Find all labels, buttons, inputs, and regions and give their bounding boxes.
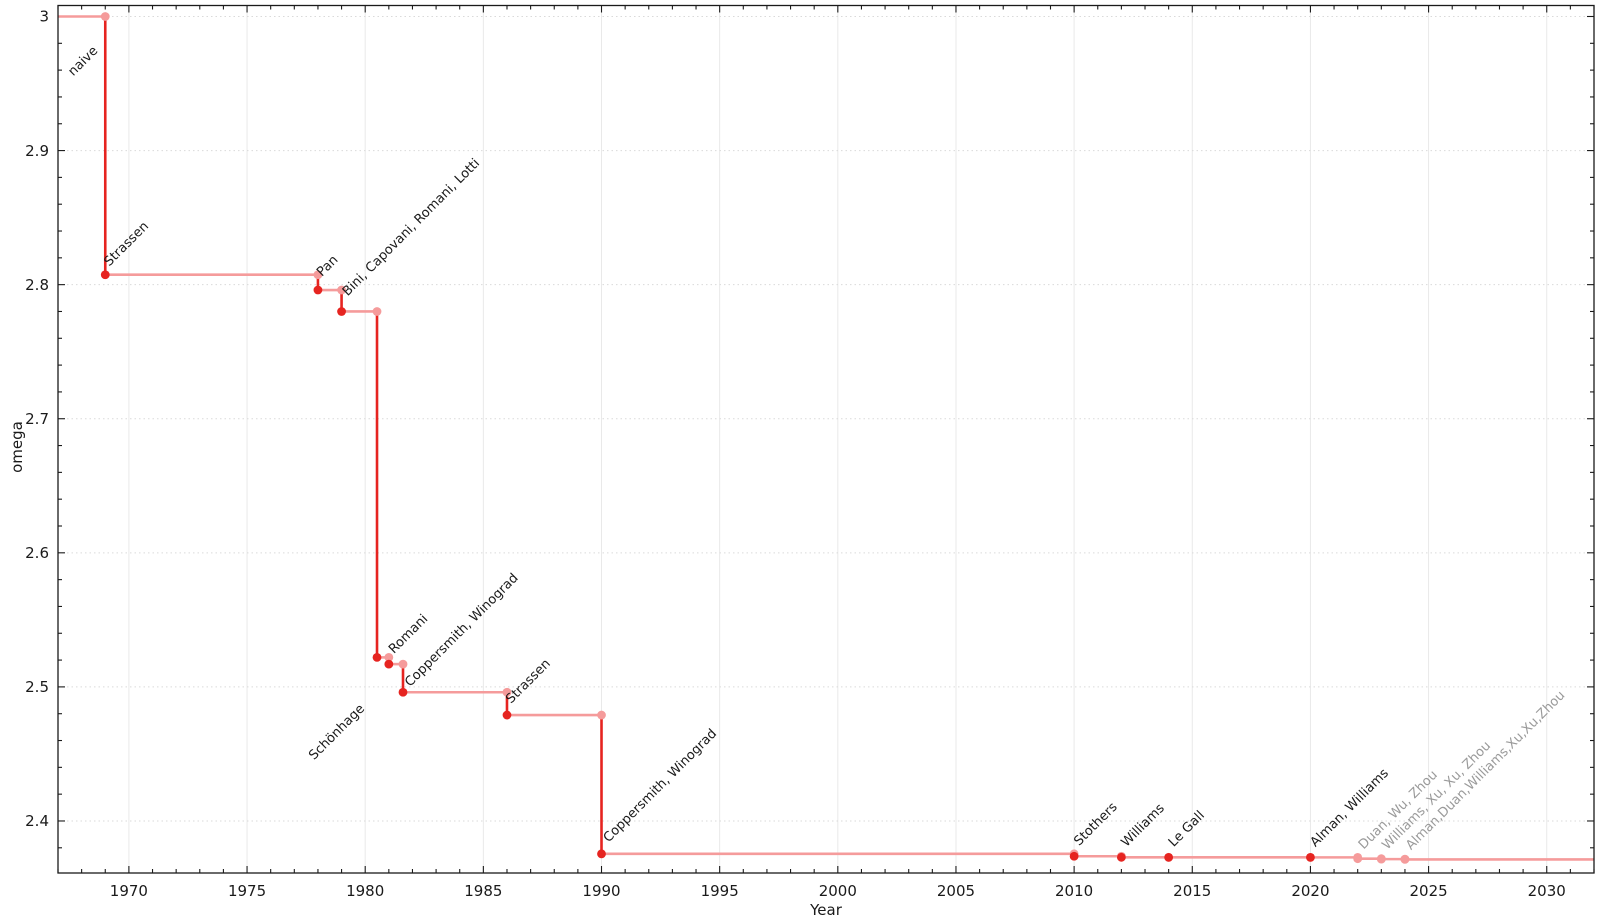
x-tick-label: 2030 xyxy=(1528,882,1566,900)
point-label-le-gall-2014: Le Gall xyxy=(1166,808,1208,850)
x-tick-label: 1995 xyxy=(701,882,739,900)
pre-drop-marker xyxy=(372,307,382,316)
x-tick-label: 2015 xyxy=(1173,882,1211,900)
data-point-alman-williams-2020 xyxy=(1306,852,1315,862)
y-tick-label: 2.9 xyxy=(25,142,49,160)
point-label-naive: naive xyxy=(65,44,101,80)
y-tick-label: 3 xyxy=(39,8,49,26)
data-point-bini-capovani-romani-lotti-1979 xyxy=(337,307,346,316)
x-tick-label: 1990 xyxy=(582,882,620,900)
pre-drop-marker xyxy=(100,12,110,21)
data-point-stothers-2010 xyxy=(1069,851,1079,861)
point-label-coppersmith-winograd-1990: Coppersmith, Winograd xyxy=(601,726,720,845)
x-tick-label: 2025 xyxy=(1409,882,1447,900)
data-point-alman-duan-williams-xu-xu-zhou-2024 xyxy=(1400,855,1410,864)
y-tick-label: 2.6 xyxy=(25,544,49,562)
y-tick-label: 2.4 xyxy=(25,812,49,830)
plot-border xyxy=(57,4,1595,874)
pre-drop-marker xyxy=(597,710,606,720)
data-point-pan-1978 xyxy=(313,285,323,295)
data-point-le-gall-2014 xyxy=(1164,852,1174,862)
data-point-williams-2012 xyxy=(1116,852,1126,862)
x-tick-label: 2000 xyxy=(819,882,857,900)
data-point-duan-wu-zhou-2022 xyxy=(1353,854,1363,864)
x-tick-label: 2010 xyxy=(1055,882,1093,900)
y-tick-label: 2.8 xyxy=(25,276,49,294)
x-tick-label: 1980 xyxy=(346,882,384,900)
data-point-strassen-1986 xyxy=(502,710,512,720)
pre-drop-marker xyxy=(398,659,408,669)
x-tick-label: 1985 xyxy=(464,882,502,900)
y-tick-label: 2.7 xyxy=(25,410,49,428)
x-tick-label: 2020 xyxy=(1291,882,1329,900)
pre-drop-marker xyxy=(313,270,323,280)
data-point-romani-1981 xyxy=(384,659,394,669)
point-label-romani-1981: Romani xyxy=(386,612,431,657)
x-tick-label: 2005 xyxy=(937,882,975,900)
data-point-coppersmith-winograd-1981-6 xyxy=(398,687,408,697)
point-label-williams-2012: Williams xyxy=(1119,801,1168,850)
data-point-strassen-1969 xyxy=(100,270,110,280)
point-label-strassen-1986: Strassen xyxy=(503,656,554,707)
data-point-williams-xu-xu-zhou-2023 xyxy=(1376,854,1386,864)
data-point-coppersmith-winograd-1990 xyxy=(597,849,606,859)
point-label-sch-nhage-1980-5: Schönhage xyxy=(306,701,368,763)
point-label-bini-capovani-romani-lotti-1979: Bini, Capovani, Romani, Lotti xyxy=(340,156,483,299)
pre-drop-marker xyxy=(384,652,394,662)
point-label-stothers-2010: Stothers xyxy=(1071,800,1120,849)
point-label-strassen-1969: Strassen xyxy=(101,219,152,270)
pre-drop-marker xyxy=(502,687,512,697)
data-point-sch-nhage-1980-5 xyxy=(372,652,382,662)
x-tick-label: 1975 xyxy=(228,882,266,900)
x-axis-title: Year xyxy=(810,901,842,919)
y-tick-label: 2.5 xyxy=(25,678,49,696)
pre-drop-marker xyxy=(337,285,346,295)
x-tick-label: 1970 xyxy=(110,882,148,900)
point-label-williams-xu-xu-zhou-2023: Williams, Xu, Xu, Zhou xyxy=(1380,739,1494,853)
y-axis-title: omega xyxy=(8,421,26,473)
